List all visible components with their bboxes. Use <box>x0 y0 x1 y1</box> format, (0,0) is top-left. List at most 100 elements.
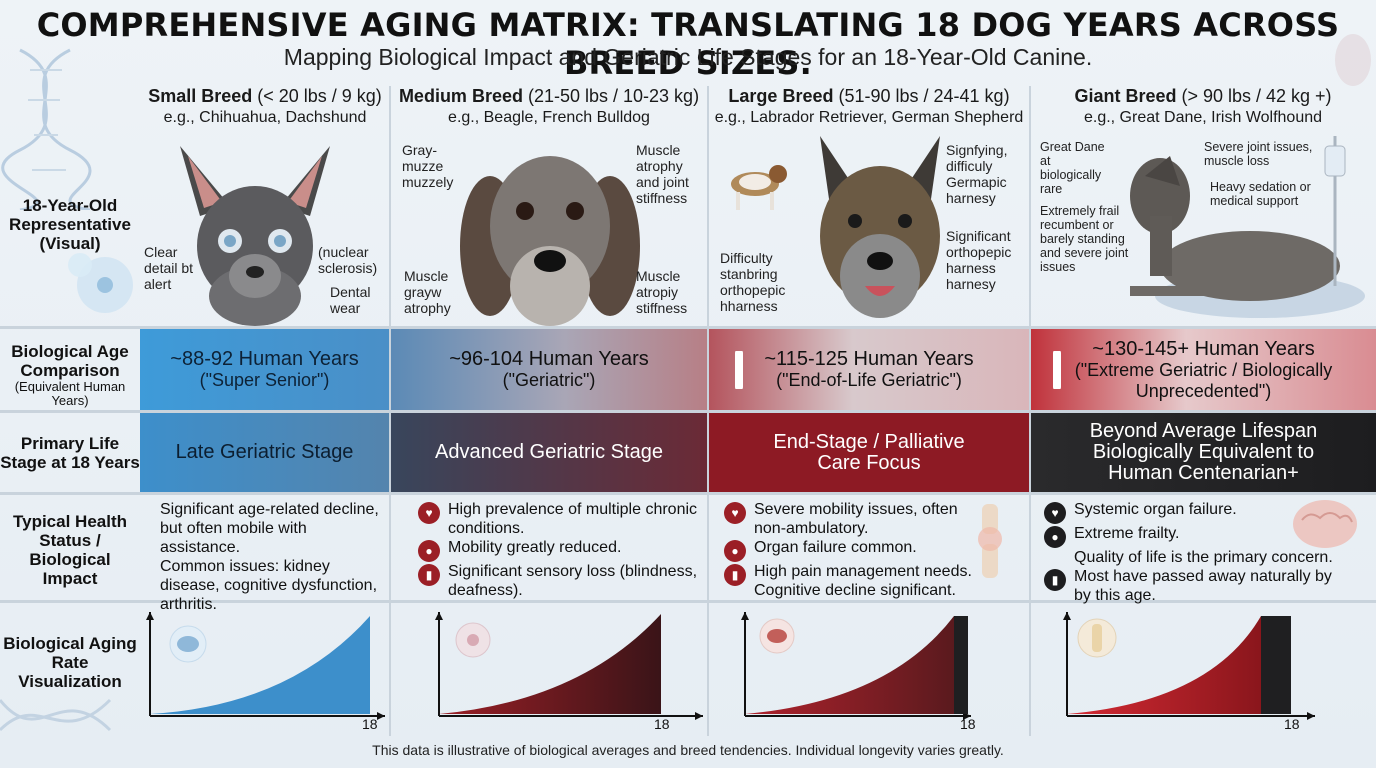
breed-size: (> 90 lbs / 42 kg +) <box>1176 86 1332 106</box>
kidney-icon: ● <box>724 540 746 562</box>
aging-rate-chart-small <box>146 612 385 720</box>
human-years: ~115-125 Human Years <box>764 348 974 370</box>
breed-examples: e.g., Labrador Retriever, German Shepher… <box>714 109 1024 126</box>
health-text: High prevalence of multiple chronic cond… <box>448 501 698 537</box>
dna-helix-decoration-bottom <box>0 698 112 732</box>
health-item: ● Organ failure common. <box>724 538 974 562</box>
x-tick-giant: 18 <box>1284 716 1300 732</box>
giant-note-4: Extremely frail recumbent or barely stan… <box>1040 204 1129 274</box>
column-header-small: Small Breed (< 20 lbs / 9 kg) e.g., Chih… <box>140 86 390 127</box>
health-item: ♥ Systemic organ failure. <box>1044 500 1334 524</box>
page-subtitle: Mapping Biological Impact and Geriatric … <box>283 44 1093 70</box>
health-large: ♥ Severe mobility issues, often non-ambul… <box>724 500 974 600</box>
health-text: Significant age-related decline, but oft… <box>160 501 379 556</box>
health-item: ♥ High prevalence of multiple chronic con… <box>418 500 703 538</box>
row-label-representative: 18-Year-Old Representative (Visual) <box>9 196 131 253</box>
health-item: ● Extreme frailty. <box>1044 524 1334 548</box>
aging-rate-chart-medium <box>435 612 703 720</box>
bio-age-band-large: ~115-125 Human Years ("End-of-Life Geriat… <box>709 329 1029 410</box>
human-years: ~88-92 Human Years <box>170 348 359 370</box>
kidney-icon: ● <box>1044 526 1066 548</box>
row-divider <box>0 600 1376 603</box>
health-item: ▮ Significant sensory loss (blindness, de… <box>418 562 703 600</box>
large-note-1: Signfying, difficuly Germapic harnesy <box>946 142 1008 206</box>
x-tick-large: 18 <box>960 716 976 732</box>
giant-note-1: Great Dane at biologically rare <box>1040 140 1105 196</box>
bio-age-band-medium: ~96-104 Human Years ("Geriatric") <box>391 329 707 410</box>
health-text: Common issues: kidney disease, cognitive… <box>160 558 378 613</box>
medium-note-3: Muscle grayw atrophy <box>404 268 451 316</box>
human-label: ("Super Senior") <box>199 370 330 390</box>
breed-size: (51-90 lbs / 24-41 kg) <box>833 86 1010 106</box>
row-label-bio-age-main: Biological Age Comparison <box>11 342 129 380</box>
human-label: ("Geriatric") <box>502 370 596 390</box>
small-beagle-icon <box>731 165 787 210</box>
x-tick-small: 18 <box>362 716 378 732</box>
row-divider <box>0 326 1376 329</box>
giant-note-3: Heavy sedation or medical support <box>1210 180 1311 208</box>
breed-name: Medium Breed <box>398 86 523 106</box>
health-text: Cognitive decline significant. <box>754 582 956 599</box>
giant-note-2: Severe joint issues, muscle loss <box>1204 140 1313 168</box>
breed-size: (21-50 lbs / 10-23 kg) <box>522 86 700 106</box>
row-label-health: Typical Health Status / Biological Impac… <box>13 512 127 588</box>
health-text: Quality of life is the primary concern. <box>1074 549 1333 566</box>
health-text: High pain management needs. <box>754 563 972 580</box>
human-label: ("Extreme Geriatric / Biologically Unpre… <box>1074 359 1333 401</box>
bio-age-band-giant: ~130-145+ Human Years ("Extreme Geriatric… <box>1031 329 1376 410</box>
health-item: ▮ Most have passed away naturally by by t… <box>1044 567 1334 605</box>
brain-icon <box>1293 500 1357 548</box>
health-text: Mobility greatly reduced. <box>448 539 622 556</box>
breed-name: Giant Breed <box>1074 86 1177 106</box>
german-shepherd-illustration <box>820 136 940 318</box>
health-item: ● Mobility greatly reduced. <box>418 538 703 562</box>
breed-examples: e.g., Chihuahua, Dachshund <box>163 109 367 126</box>
human-years: ~96-104 Human Years <box>449 348 649 370</box>
human-label: ("End-of-Life Geriatric") <box>776 370 962 390</box>
breed-examples: e.g., Beagle, French Bulldog <box>448 109 650 126</box>
kidney-icon: ● <box>418 540 440 562</box>
heart-icon: ♥ <box>418 502 440 524</box>
page-title: COMPREHENSIVE AGING MATRIX: TRANSLATING … <box>36 6 1340 82</box>
health-item: ▮ High pain management needs. Cognitive de… <box>724 562 974 600</box>
row-label-life-stage: Primary Life Stage at 18 Years <box>0 434 140 472</box>
column-header-large: Large Breed (51-90 lbs / 24-41 kg) e.g.,… <box>708 86 1030 127</box>
bone-icon: ▮ <box>724 564 746 586</box>
aging-rate-chart-large <box>741 612 971 720</box>
joint-icon <box>978 504 1002 578</box>
cell-decoration <box>68 253 133 313</box>
health-text: Systemic organ failure. <box>1074 501 1237 518</box>
bone-icon <box>735 351 743 389</box>
health-text: Most have passed away naturally by by th… <box>1074 568 1332 604</box>
medium-note-4: Muscle atropiy stiffness <box>636 268 688 316</box>
health-small: Significant age-related decline, but oft… <box>160 500 385 614</box>
row-label-bio-age: Biological Age Comparison (Equivalent Hu… <box>0 342 140 408</box>
human-years: ~130-145+ Human Years <box>1092 337 1315 360</box>
column-header-giant: Giant Breed (> 90 lbs / 42 kg +) e.g., G… <box>1030 86 1376 127</box>
life-stage-giant: Beyond Average Lifespan Biologically Equ… <box>1031 413 1376 492</box>
health-item: Quality of life is the primary concern. <box>1074 548 1334 567</box>
breed-examples: e.g., Great Dane, Irish Wolfhound <box>1083 109 1323 126</box>
life-stage-small: Late Geriatric Stage <box>140 413 389 492</box>
bone-icon: ▮ <box>418 564 440 586</box>
heart-icon: ♥ <box>1044 502 1066 524</box>
health-giant: ♥ Systemic organ failure. ● Extreme frailt… <box>1044 500 1334 605</box>
health-text: Significant sensory loss (blindness, dea… <box>448 563 698 599</box>
health-medium: ♥ High prevalence of multiple chronic con… <box>418 500 703 600</box>
dna-helix-decoration <box>1 48 92 210</box>
large-note-2: Significant orthopepic harness harnesy <box>946 228 1012 292</box>
small-note-3: Dental wear <box>330 284 371 316</box>
heart-icon: ♥ <box>724 502 746 524</box>
footer-disclaimer: This data is illustrative of biological … <box>372 742 1004 758</box>
chihuahua-illustration <box>180 146 330 326</box>
beagle-illustration <box>460 156 640 326</box>
health-item: ♥ Severe mobility issues, often non-ambul… <box>724 500 974 538</box>
large-note-3: Difficulty stanbring orthopepic hharness <box>720 250 786 314</box>
column-header-medium: Medium Breed (21-50 lbs / 10-23 kg) e.g.… <box>390 86 708 127</box>
breed-size: (< 20 lbs / 9 kg) <box>252 86 382 106</box>
kidney-decoration <box>1335 34 1371 86</box>
row-label-bio-age-sub: (Equivalent Human Years) <box>14 379 126 408</box>
column-divider <box>389 86 391 736</box>
aging-rate-chart-giant <box>1063 612 1315 720</box>
x-tick-medium: 18 <box>654 716 670 732</box>
